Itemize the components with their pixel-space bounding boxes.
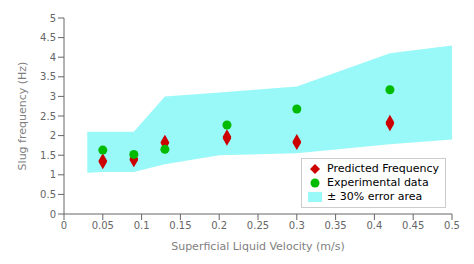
svg-text:0: 0 xyxy=(50,209,56,220)
svg-text:3.5: 3.5 xyxy=(40,71,56,82)
svg-text:2: 2 xyxy=(50,130,56,141)
html-text:Predicted Frequency: Predicted Frequency xyxy=(327,162,439,175)
svg-text:4: 4 xyxy=(50,52,56,63)
svg-text:0.1: 0.1 xyxy=(134,220,150,231)
svg-text:0.05: 0.05 xyxy=(92,220,114,231)
svg-text:0.5: 0.5 xyxy=(444,220,460,231)
svg-text:0.4: 0.4 xyxy=(366,220,382,231)
svg-text:1.5: 1.5 xyxy=(40,150,56,161)
svg-text:0: 0 xyxy=(61,220,67,231)
svg-text:0.45: 0.45 xyxy=(402,220,424,231)
svg-text:4.5: 4.5 xyxy=(40,32,56,43)
svg-text:0.15: 0.15 xyxy=(169,220,191,231)
svg-text:Superficial Liquid Velocity (m: Superficial Liquid Velocity (m/s) xyxy=(171,240,345,253)
html-text:Experimental data: Experimental data xyxy=(327,176,429,189)
html-text:± 30% error area: ± 30% error area xyxy=(327,190,423,203)
svg-text:0.2: 0.2 xyxy=(211,220,227,231)
svg-text:2.5: 2.5 xyxy=(40,111,56,122)
svg-text:0.5: 0.5 xyxy=(40,189,56,200)
svg-text:1: 1 xyxy=(50,169,56,180)
svg-text:3: 3 xyxy=(50,91,56,102)
svg-text:0.35: 0.35 xyxy=(324,220,346,231)
svg-text:Slug frequency (Hz): Slug frequency (Hz) xyxy=(16,62,29,171)
svg-text:0.25: 0.25 xyxy=(247,220,269,231)
svg-text:5: 5 xyxy=(50,13,56,24)
svg-text:0.3: 0.3 xyxy=(289,220,305,231)
